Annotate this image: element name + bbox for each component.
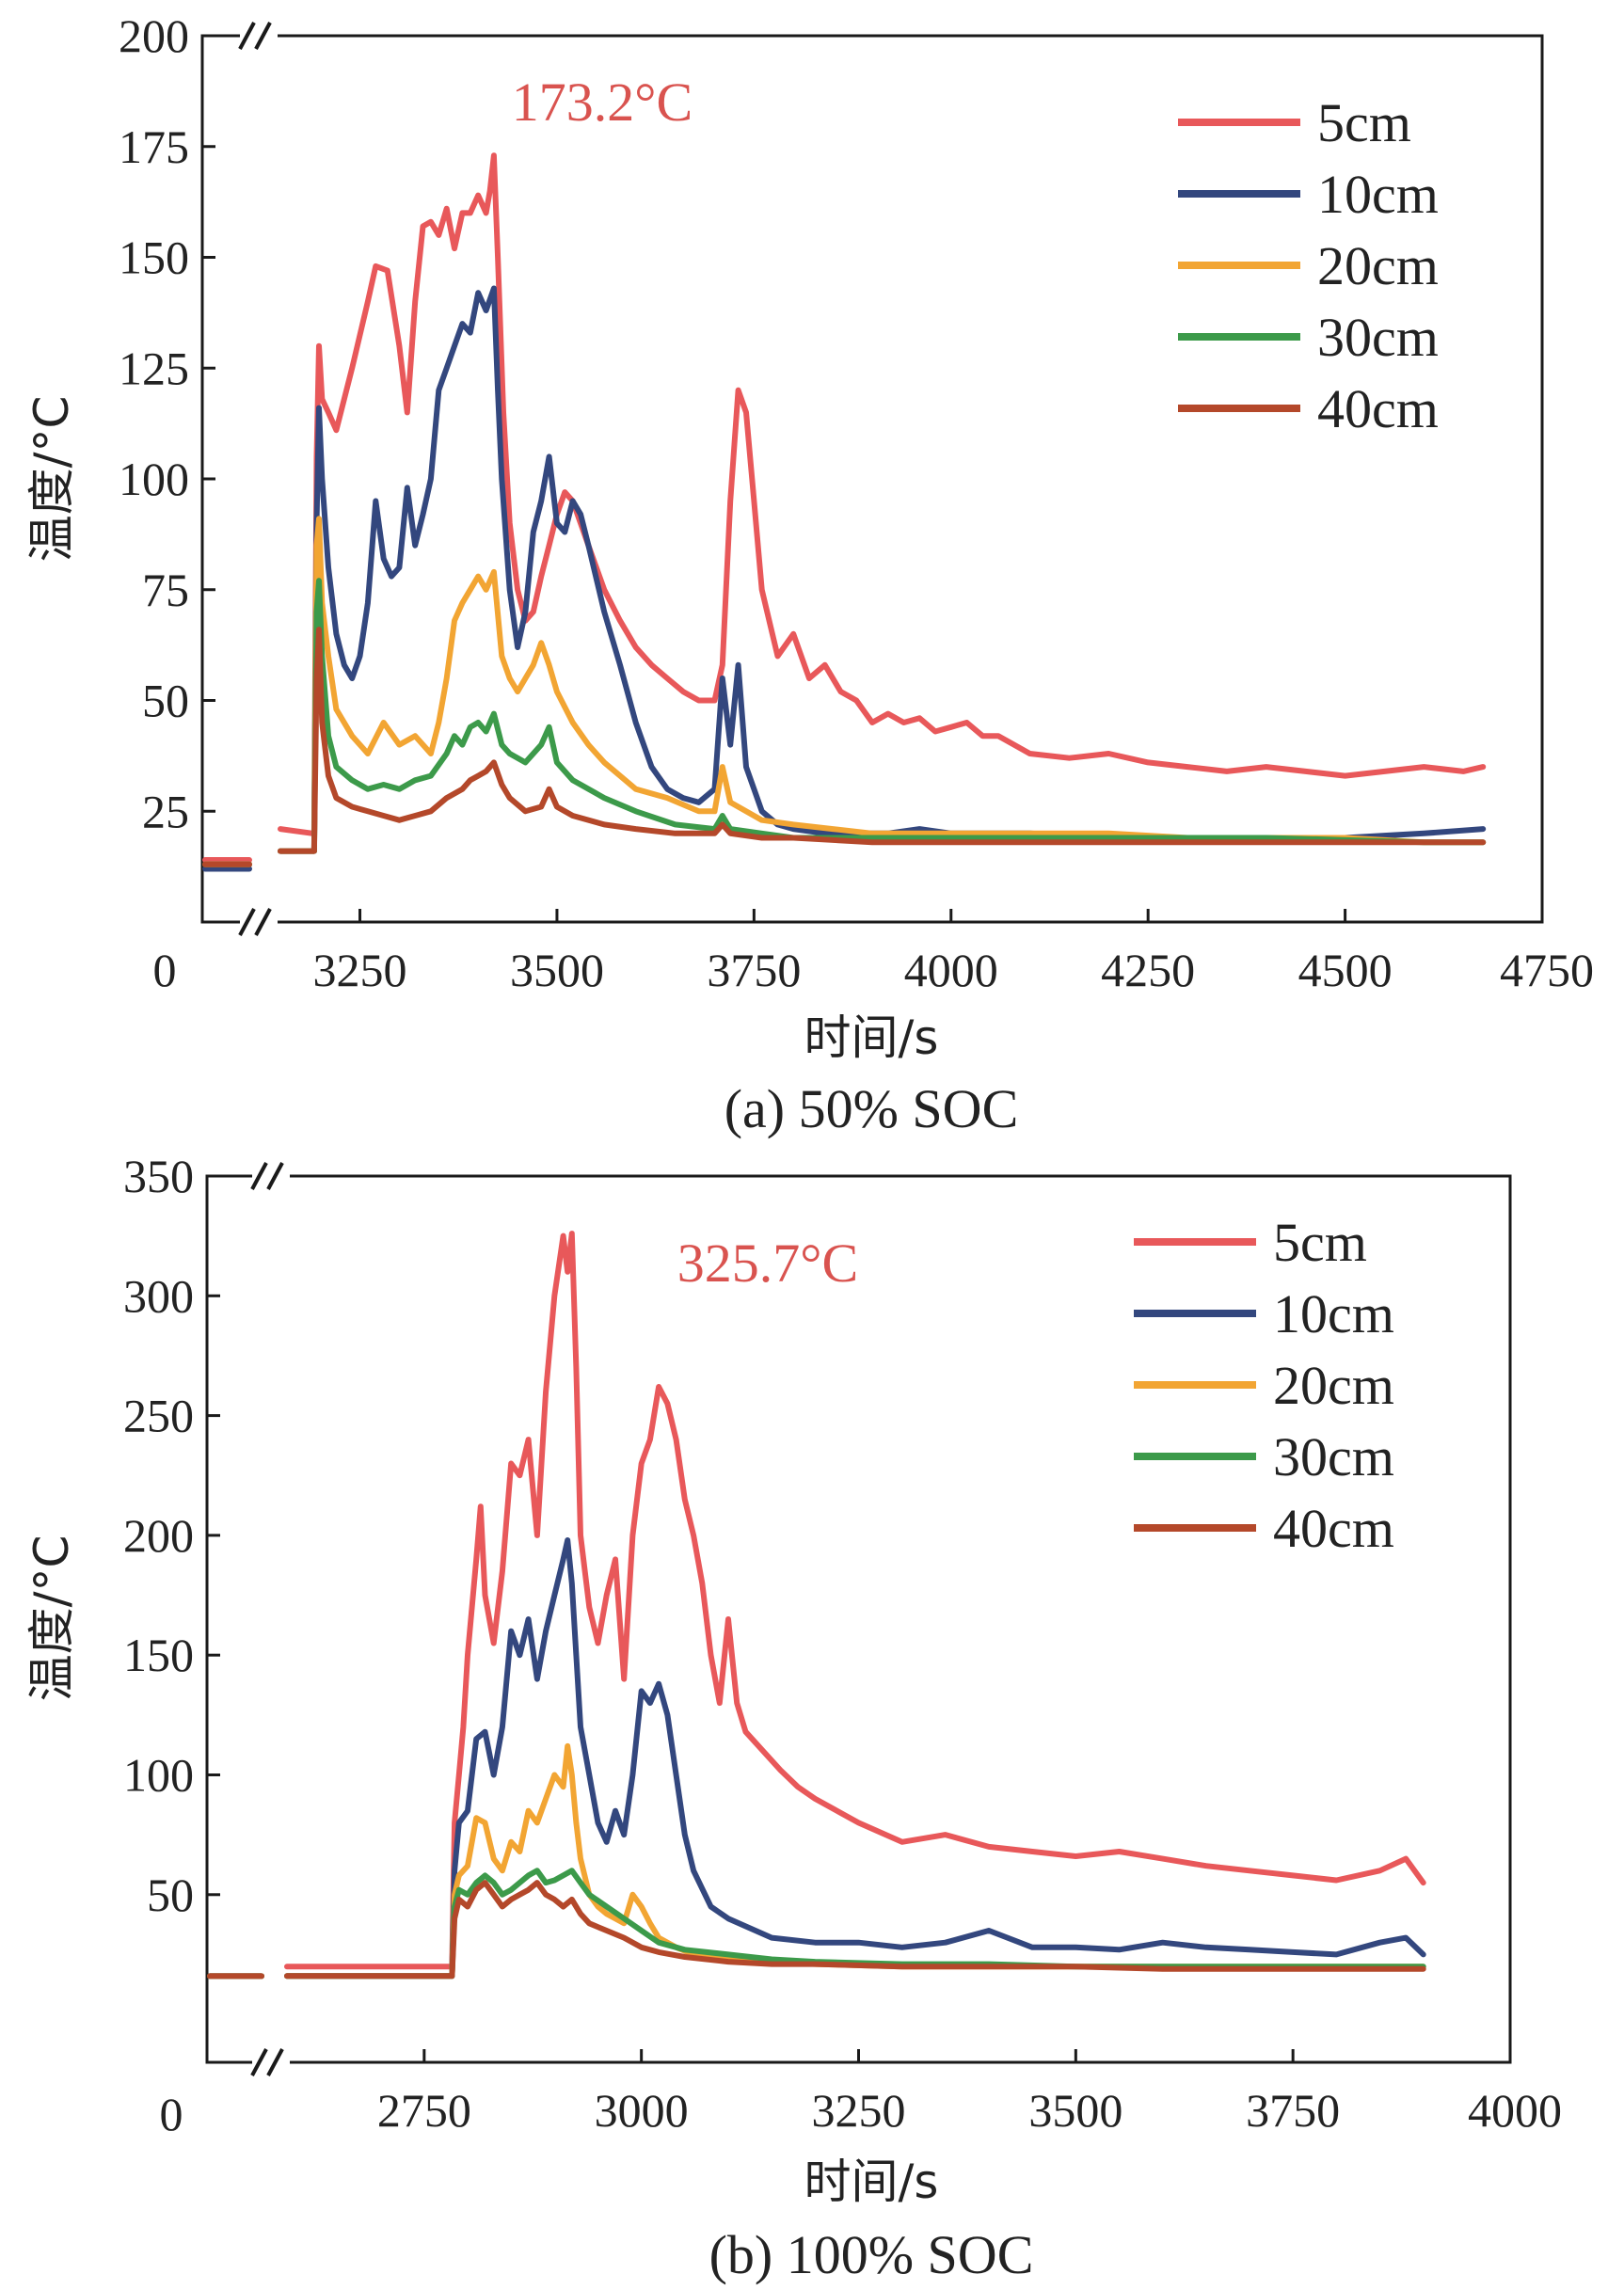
y-tick-label: 150 — [119, 231, 189, 284]
x-tick-label: 4250 — [1101, 944, 1195, 996]
x-axis-label: 时间/s — [804, 2155, 939, 2209]
series-lines — [207, 1231, 1426, 1980]
legend-label: 40cm — [1317, 378, 1439, 439]
x-tick-label: 3500 — [1028, 2084, 1122, 2137]
peak-annotation: 325.7°C — [677, 1232, 858, 1294]
x-tick-label: 4000 — [1468, 2084, 1562, 2137]
y-tick-label: 250 — [123, 1390, 194, 1442]
y-ticks: 350 300 250 200 150 100 50 — [123, 1150, 220, 1921]
y-tick-label: 75 — [142, 564, 189, 616]
y-tick-label: 300 — [123, 1269, 194, 1322]
series-lines — [202, 152, 1487, 872]
y-axis-label: 温度/°C — [24, 1535, 79, 1702]
y-tick-label: 200 — [123, 1509, 194, 1562]
x-tick-label: 4000 — [904, 944, 998, 996]
y-tick-label: 50 — [142, 675, 189, 727]
y-tick-label: 100 — [119, 453, 189, 505]
series-line-10cm — [278, 285, 1487, 854]
y-tick-label: 25 — [142, 785, 189, 837]
legend-label: 30cm — [1317, 307, 1439, 368]
x-tick-label: 3250 — [313, 944, 407, 996]
x-tick-label: 3750 — [1246, 2084, 1340, 2137]
series-line-40cm — [284, 1880, 1426, 1980]
x-tick-label: 3000 — [595, 2084, 689, 2137]
chart-panel-a: 200 175 150 125 100 75 50 25 3250 3500 3750 4000 42… — [24, 9, 1594, 1139]
y-tick-label: 175 — [119, 120, 189, 173]
y-tick-label: 50 — [147, 1869, 194, 1921]
series-line-10cm — [284, 1537, 1426, 1980]
legend-label: 40cm — [1273, 1498, 1394, 1559]
axis-break-marks — [250, 1162, 284, 2076]
series-line-5cm — [284, 1231, 1426, 1970]
y-tick-label: 150 — [123, 1629, 194, 1681]
y-ticks: 200 175 150 125 100 75 50 25 — [119, 9, 215, 837]
y-tick-label: 350 — [123, 1150, 194, 1202]
x-tick-label: 3750 — [707, 944, 801, 996]
y-tick-label: 200 — [119, 9, 189, 62]
legend-label: 5cm — [1317, 92, 1411, 153]
x-axis-label: 时间/s — [804, 1010, 939, 1065]
x-tick-label: 3250 — [812, 2084, 906, 2137]
x-tick-label: 4500 — [1298, 944, 1393, 996]
legend-label: 10cm — [1317, 164, 1439, 225]
panel-caption: (a) 50% SOC — [724, 1078, 1019, 1139]
x-tick-label: 2750 — [377, 2084, 471, 2137]
legend-label: 5cm — [1273, 1212, 1367, 1273]
chart-panel-b: 350 300 250 200 150 100 50 2750 3000 3250 3500 375… — [24, 1150, 1562, 2285]
y-tick-label: 100 — [123, 1748, 194, 1801]
series-line-5cm — [278, 152, 1487, 836]
peak-annotation: 173.2°C — [512, 72, 693, 133]
y-axis-label: 温度/°C — [24, 396, 79, 563]
y-tick-label: 125 — [119, 342, 189, 394]
legend-label: 20cm — [1317, 235, 1439, 296]
axis-break-marks — [238, 22, 272, 936]
panel-caption: (b) 100% SOC — [709, 2224, 1034, 2285]
axis-break-label: 0 — [153, 944, 177, 996]
axis-break-label: 0 — [160, 2088, 183, 2140]
legend: 5cm 10cm 20cm 30cm 40cm — [1178, 92, 1439, 439]
legend: 5cm 10cm 20cm 30cm 40cm — [1134, 1212, 1394, 1559]
series-line-20cm — [278, 516, 1487, 854]
legend-label: 10cm — [1273, 1283, 1394, 1344]
legend-label: 20cm — [1273, 1355, 1394, 1416]
series-line-30cm — [278, 578, 1487, 854]
x-tick-label: 4750 — [1500, 944, 1594, 996]
legend-label: 30cm — [1273, 1426, 1394, 1487]
x-tick-label: 3500 — [510, 944, 604, 996]
x-ticks: 3250 3500 3750 4000 4250 4500 4750 — [313, 909, 1594, 996]
series-line-40cm — [278, 627, 1487, 854]
x-ticks: 2750 3000 3250 3500 3750 4000 — [377, 2049, 1562, 2137]
